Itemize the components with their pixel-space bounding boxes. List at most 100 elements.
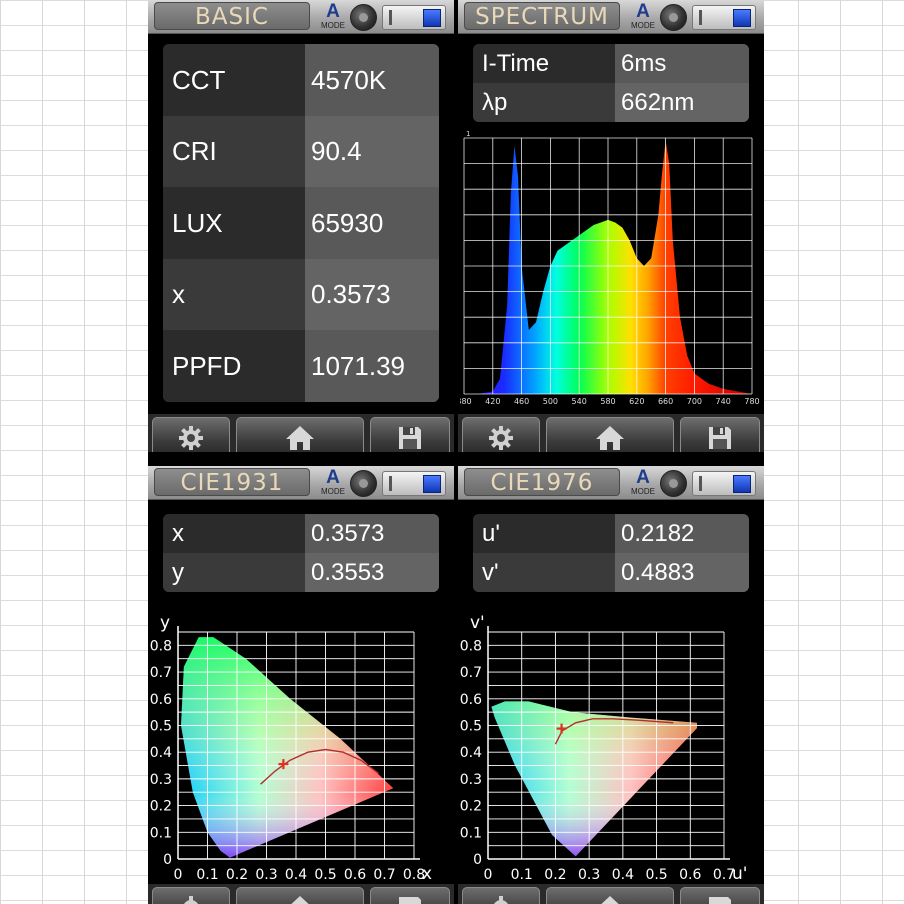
table-row: CRI 90.4 <box>163 116 439 187</box>
home-icon <box>601 896 619 904</box>
gear-icon <box>489 426 513 450</box>
gear-icon <box>184 896 198 904</box>
table-row: y 0.3553 <box>163 553 439 592</box>
spectrum-titlebar: SPECTRUM A MODE <box>458 0 764 34</box>
cie1976-y-tick-label: 0.8 <box>460 638 482 654</box>
save-button[interactable] <box>370 887 450 904</box>
cie1976-y-tick-label: 0.5 <box>460 718 482 734</box>
row-label: x <box>163 259 305 330</box>
cie1976-footer <box>458 884 764 904</box>
cie1931-x-axis-label: x <box>422 864 432 884</box>
mode-a-icon: A <box>636 467 650 488</box>
cie1976-x-tick-label: 0.3 <box>578 867 600 883</box>
table-row: CCT 4570K <box>163 44 439 116</box>
table-row: x 0.3573 <box>163 259 439 330</box>
table-row: LUX 65930 <box>163 187 439 259</box>
cie1976-title[interactable]: CIE1976 <box>464 468 620 496</box>
dial-knob-icon[interactable] <box>350 4 377 31</box>
dial-knob-icon[interactable] <box>350 470 377 497</box>
cie1976-y-tick-label: 0.7 <box>460 665 482 681</box>
mode-button[interactable]: A MODE <box>320 2 346 32</box>
row-value: 662nm <box>615 83 749 122</box>
row-label: u' <box>473 514 615 553</box>
cie1976-y-tick-label: 0.2 <box>460 799 482 815</box>
cie1931-y-tick-label: 0.1 <box>150 825 172 841</box>
cie1931-y-tick-label: 0.3 <box>150 772 172 788</box>
home-icon <box>291 896 309 904</box>
spectrum-y-tick-label: 1 <box>466 130 470 138</box>
blue-toggle-switch[interactable] <box>692 471 756 496</box>
blue-toggle-switch[interactable] <box>382 5 446 30</box>
basic-panel: BASIC A MODE CCT 4570K CRI 90.4 LUX 6593… <box>148 0 454 452</box>
cie1931-y-tick-label: 0.6 <box>150 692 172 708</box>
cie1976-y-tick-label: 0.1 <box>460 825 482 841</box>
save-button[interactable] <box>370 417 450 452</box>
row-label: x <box>163 514 305 553</box>
spectrum-x-tick-label: 500 <box>543 397 558 406</box>
table-row: u' 0.2182 <box>473 514 749 553</box>
settings-button[interactable] <box>152 887 230 904</box>
cie1976-y-tick-label: 0 <box>473 852 482 868</box>
table-row: λp 662nm <box>473 83 749 122</box>
cie1976-y-tick-label: 0.3 <box>460 772 482 788</box>
row-value: 0.2182 <box>615 514 749 553</box>
save-button[interactable] <box>680 887 760 904</box>
spectrum-values-table: I-Time 6ms λp 662nm <box>473 44 749 122</box>
spectrum-x-tick-label: 700 <box>687 397 702 406</box>
home-button[interactable] <box>546 417 674 452</box>
home-button[interactable] <box>546 887 674 904</box>
blue-toggle-switch[interactable] <box>382 471 446 496</box>
mode-a-icon: A <box>326 1 340 22</box>
save-button[interactable] <box>680 417 760 452</box>
spectrum-x-tick-label: 580 <box>600 397 615 406</box>
mode-label: MODE <box>631 487 655 496</box>
cie1976-x-tick-label: 0.1 <box>511 867 533 883</box>
spectrum-x-tick-label: 740 <box>716 397 731 406</box>
gear-icon <box>494 896 508 904</box>
mode-a-icon: A <box>326 467 340 488</box>
home-button[interactable] <box>236 887 364 904</box>
home-button[interactable] <box>236 417 364 452</box>
cie1976-x-tick-label: 0 <box>484 867 493 883</box>
row-value: 65930 <box>305 187 439 259</box>
row-value: 6ms <box>615 44 749 83</box>
dial-knob-icon[interactable] <box>660 470 687 497</box>
row-label: PPFD <box>163 330 305 402</box>
cie1976-values-table: u' 0.2182 v' 0.4883 <box>473 514 749 592</box>
cie1976-y-tick-label: 0.4 <box>460 745 482 761</box>
cie1931-x-tick-label: 0.7 <box>373 867 395 883</box>
mode-a-icon: A <box>636 1 650 22</box>
mode-button[interactable]: A MODE <box>630 2 656 32</box>
cie1931-footer <box>148 884 454 904</box>
cie1976-panel: CIE1976 A MODE u' 0.2182 v' 0.4883 0 0.1 0… <box>458 466 764 904</box>
blue-toggle-switch[interactable] <box>692 5 756 30</box>
cie1931-y-tick-label: 0.7 <box>150 665 172 681</box>
dial-knob-icon[interactable] <box>660 4 687 31</box>
spectrum-x-tick-label: 540 <box>572 397 587 406</box>
cie1931-chart-svg: 0 0.1 0.2 0.3 0.4 0.5 0.6 0.7 0.8 0 0.1 0.2 0.3 0.4 0.… <box>150 613 432 884</box>
cie1976-x-axis-label: u' <box>732 864 747 884</box>
row-label: CRI <box>163 116 305 187</box>
save-icon <box>709 897 731 904</box>
settings-button[interactable] <box>462 887 540 904</box>
cie1931-y-tick-label: 0.4 <box>150 745 172 761</box>
cie1931-x-tick-label: 0.3 <box>255 867 277 883</box>
cie1931-y-axis-label: y <box>160 613 170 633</box>
mode-label: MODE <box>631 21 655 30</box>
gear-icon <box>179 426 203 450</box>
mode-label: MODE <box>321 487 345 496</box>
cie1976-x-tick-label: 0.2 <box>544 867 566 883</box>
mode-button[interactable]: A MODE <box>630 468 656 498</box>
spectrum-footer <box>458 414 764 452</box>
settings-button[interactable] <box>152 417 230 452</box>
settings-button[interactable] <box>462 417 540 452</box>
spectrum-title[interactable]: SPECTRUM <box>464 2 620 30</box>
row-label: v' <box>473 553 615 592</box>
basic-title[interactable]: BASIC <box>154 2 310 30</box>
cie1931-title[interactable]: CIE1931 <box>154 468 310 496</box>
row-label: LUX <box>163 187 305 259</box>
save-icon <box>709 427 731 449</box>
mode-button[interactable]: A MODE <box>320 468 346 498</box>
cie1976-x-tick-label: 0.5 <box>645 867 667 883</box>
row-value: 0.3573 <box>305 259 439 330</box>
